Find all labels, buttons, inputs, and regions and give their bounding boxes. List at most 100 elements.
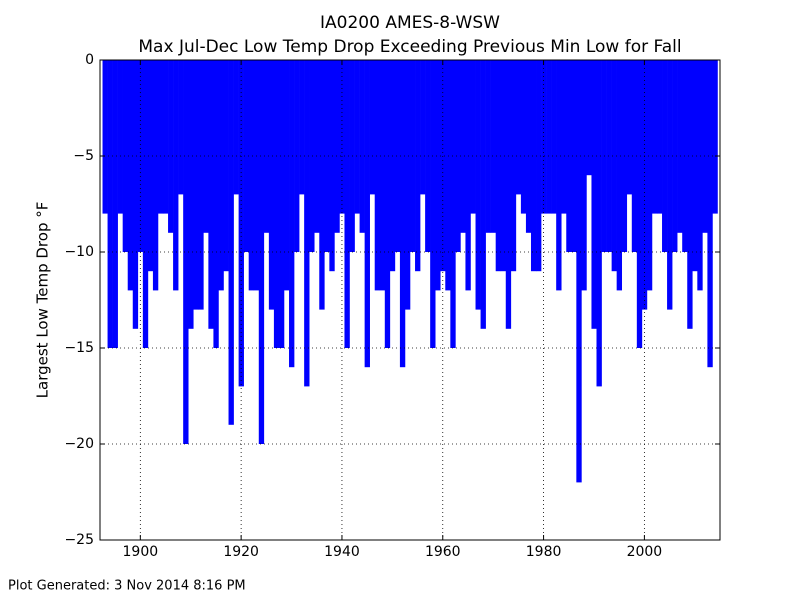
bar (631, 60, 638, 252)
bar (132, 60, 139, 329)
bar (692, 60, 698, 272)
bar (183, 60, 189, 444)
bar (626, 60, 633, 195)
bar (465, 60, 471, 291)
chart-subtitle: Max Jul-Dec Low Temp Drop Exceeding Prev… (138, 37, 681, 57)
bar (556, 60, 562, 291)
bar (596, 60, 602, 387)
bar (616, 60, 623, 291)
bar (213, 60, 219, 348)
bar (173, 60, 179, 291)
bar (646, 60, 653, 291)
bar (702, 60, 708, 233)
bar (263, 60, 270, 233)
bar (440, 60, 446, 272)
bar (480, 60, 486, 329)
bar (707, 60, 713, 368)
bar (672, 60, 678, 252)
bar (324, 60, 330, 252)
bar (384, 60, 391, 348)
bar (495, 60, 502, 272)
bar (571, 60, 577, 252)
bar (142, 60, 149, 348)
x-tick-label: 2000 (627, 544, 663, 560)
bar (354, 60, 360, 214)
y-tick-label: 0 (85, 52, 94, 68)
bar (551, 60, 557, 214)
bar (591, 60, 597, 329)
bar (667, 60, 673, 310)
x-tick-label: 1980 (526, 544, 562, 560)
bar (107, 60, 113, 348)
bar (238, 60, 244, 387)
bar (369, 60, 376, 195)
bar (203, 60, 209, 233)
bar (147, 60, 154, 272)
bar (515, 60, 522, 195)
bar (420, 60, 426, 195)
bar (525, 60, 532, 233)
bar (243, 60, 249, 252)
bar (415, 60, 421, 272)
bar (359, 60, 365, 233)
y-tick-label: −25 (64, 532, 94, 548)
bar (425, 60, 431, 252)
y-tick-label: −5 (73, 148, 94, 164)
bar (389, 60, 396, 272)
bar (470, 60, 476, 214)
bar (404, 60, 411, 310)
bar (152, 60, 159, 291)
plot-frame (99, 59, 721, 541)
bar (289, 60, 295, 368)
bar (536, 60, 542, 272)
footer: Plot Generated: 3 Nov 2014 8:16 PM (8, 579, 246, 594)
y-tick-label: −10 (64, 244, 94, 260)
x-tick-label: 1960 (425, 544, 461, 560)
bar (218, 60, 224, 291)
bar (651, 60, 658, 214)
y-axis-label: Largest Low Temp Drop °F (34, 202, 52, 399)
y-tick-label: −15 (64, 340, 94, 356)
bar (258, 60, 265, 444)
bar (636, 60, 643, 348)
bar (309, 60, 315, 252)
bar (248, 60, 255, 291)
bar (334, 60, 340, 233)
bar (374, 60, 381, 291)
bar (112, 60, 118, 348)
bar (475, 60, 481, 310)
bar (198, 60, 204, 310)
bar (505, 60, 512, 329)
bar (193, 60, 199, 310)
bar (399, 60, 406, 368)
bar (208, 60, 214, 329)
bar (344, 60, 350, 348)
bar (510, 60, 517, 272)
bar (485, 60, 491, 233)
x-tick-label: 1900 (123, 544, 159, 560)
bar (394, 60, 401, 252)
bar (168, 60, 174, 233)
bar (253, 60, 260, 291)
bar (299, 60, 305, 195)
bar (304, 60, 310, 387)
bar (450, 60, 456, 348)
bar (228, 60, 234, 425)
bar (319, 60, 325, 310)
bar (546, 60, 552, 214)
bar (445, 60, 451, 291)
bar (268, 60, 275, 310)
bar (273, 60, 280, 348)
bar (364, 60, 370, 368)
bar (606, 60, 612, 252)
bar (677, 60, 683, 233)
bar (314, 60, 320, 233)
chart-title: IA0200 AMES-8-WSW (320, 13, 500, 33)
bar (490, 60, 496, 233)
bar (697, 60, 703, 291)
bar (127, 60, 134, 291)
bar (576, 60, 582, 483)
bar (435, 60, 441, 291)
